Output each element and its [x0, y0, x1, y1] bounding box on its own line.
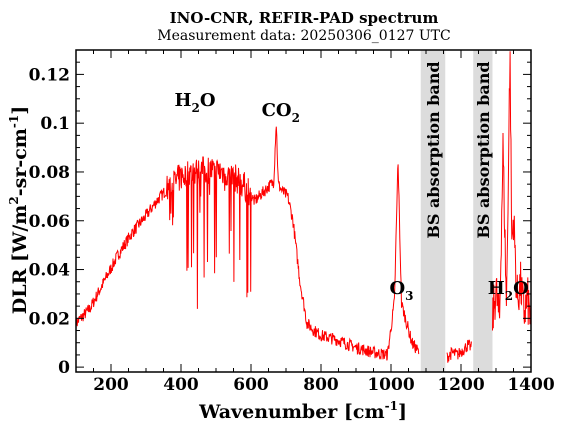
y-axis-label-sup2: -1 [7, 115, 21, 128]
absorption-band-label-1: BS absorption band [424, 61, 443, 238]
annotation-main: H [488, 278, 505, 299]
plot-frame [75, 49, 532, 373]
chart-subtitle: Measurement data: 20250306_0127 UTC [157, 28, 450, 44]
annotation-main: O [389, 278, 405, 299]
spectrum-line-2 [446, 339, 472, 363]
y-tick-label: 0.08 [29, 163, 70, 183]
absorption-band-label-2: BS absorption band [474, 61, 493, 238]
x-axis-label: Wavenumber [cm-1] [198, 399, 407, 423]
x-tick-label: 1000 [367, 375, 414, 395]
plot-frame-layer [75, 49, 532, 373]
y-tick-label: 0.06 [29, 212, 70, 232]
y-tick-label: 0.02 [29, 309, 70, 329]
x-tick-label: 600 [233, 375, 269, 395]
spectrum-line-3 [492, 51, 532, 331]
annotation-4: H2O [488, 278, 529, 303]
annotation-subscript: 2 [191, 101, 199, 115]
absorption-band-2 [473, 50, 493, 372]
x-axis-label-end: ] [398, 401, 407, 423]
chart-title: INO-CNR, REFIR-PAD spectrum [170, 9, 439, 27]
series-layer [75, 51, 532, 363]
x-tick-label: 1200 [437, 375, 484, 395]
annotation-subscript: 2 [292, 111, 300, 125]
annotation-subscript: 3 [405, 289, 413, 303]
annotation-3: O3 [389, 278, 413, 303]
spectrum-line-1 [75, 126, 420, 361]
x-tick-label: 1400 [507, 375, 554, 395]
y-tick-label: 0 [58, 358, 70, 378]
band-layer [420, 50, 493, 372]
y-axis-label-sup1: 2 [7, 196, 21, 204]
annotation-end: O [200, 90, 216, 111]
annotation-1: H2O [174, 90, 215, 115]
x-tick-label: 400 [163, 375, 199, 395]
annotation-end: O [513, 278, 529, 299]
x-axis-label-main: Wavenumber [cm [198, 401, 385, 423]
y-axis-label-part1: DLR [W/m [9, 205, 31, 315]
x-tick-label: 200 [93, 375, 129, 395]
x-tick-label: 800 [303, 375, 339, 395]
annotation-main: H [174, 90, 191, 111]
tick-layer: 200 400 600 800 1000 1200 1400 0 0.02 0.04 0.06 0.0… [29, 49, 555, 395]
y-axis-label-part2: -sr-cm [9, 128, 31, 196]
y-axis-label-part3: ] [9, 106, 31, 115]
x-axis-label-sup: -1 [385, 399, 398, 413]
absorption-band-1 [420, 50, 446, 372]
y-tick-label: 0.1 [40, 114, 70, 134]
y-tick-label: 0.12 [29, 65, 70, 85]
annotation-2: CO2 [262, 100, 300, 125]
band-label-layer: BS absorption band BS absorption band [424, 61, 493, 238]
annotation-main: CO [262, 100, 292, 121]
y-axis-label: DLR [W/m2-sr-cm-1] [7, 106, 31, 314]
annotation-subscript: 2 [505, 289, 513, 303]
y-tick-label: 0.04 [29, 261, 71, 281]
